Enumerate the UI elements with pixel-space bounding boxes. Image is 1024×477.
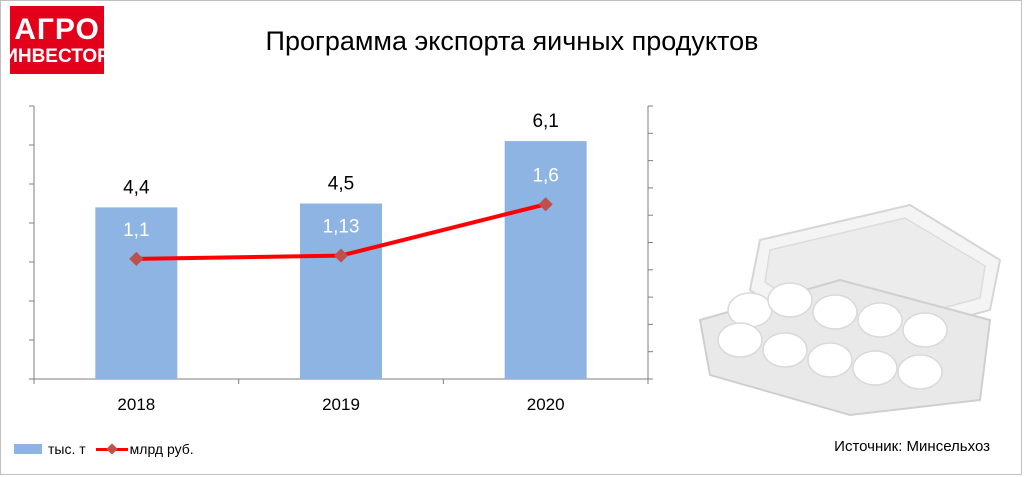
line-marker-2019 <box>333 248 349 263</box>
legend-line-label: млрд руб. <box>129 441 194 457</box>
agroinvestor-logo: АГРО ИНВЕСТОР <box>4 6 110 74</box>
legend-item-line: млрд руб. <box>86 441 194 457</box>
x-tick-label: 2019 <box>322 395 360 414</box>
bar-value-label: 6,1 <box>532 111 558 132</box>
line-value-label: 1,1 <box>123 220 149 241</box>
chart-title: Программа экспорта яичных продуктов <box>265 26 759 56</box>
logo-line1: АГРО <box>14 12 100 46</box>
bar-2018 <box>95 207 178 379</box>
bar-2019 <box>300 203 382 379</box>
legend-item-bars: тыс. т <box>14 441 86 457</box>
chart-legend: тыс. т млрд руб. <box>14 441 194 457</box>
legend-line-swatch <box>95 443 128 455</box>
line-value-label: 1,6 <box>532 165 558 186</box>
legend-bar-label: тыс. т <box>48 441 86 457</box>
line-value-label: 1,13 <box>323 217 360 238</box>
bar-value-label: 4,5 <box>328 174 354 195</box>
line-marker-2020 <box>538 197 553 212</box>
egg-carton-photo <box>698 203 1002 417</box>
logo-line2: ИНВЕСТОР <box>4 45 110 67</box>
x-tick-label: 2020 <box>527 395 565 414</box>
legend-bar-swatch <box>14 444 42 454</box>
x-tick-label: 2018 <box>117 395 155 414</box>
bar-2020 <box>504 141 587 379</box>
source-note: Источник: Минсельхоз <box>834 438 990 455</box>
line-marker-2018 <box>129 251 144 266</box>
bar-value-label: 4,4 <box>123 177 150 198</box>
